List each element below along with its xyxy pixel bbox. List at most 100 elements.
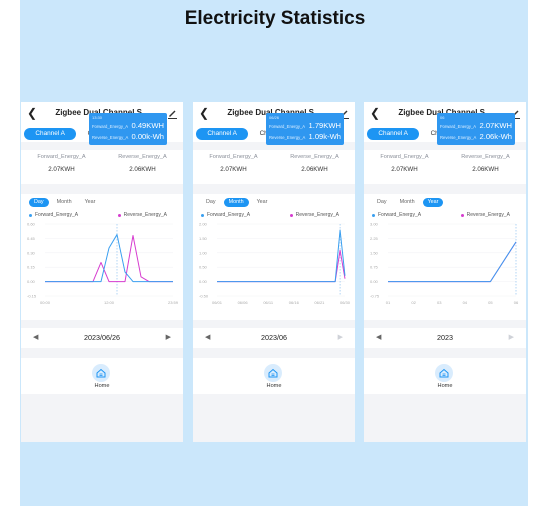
next-period-icon[interactable]: ▶ bbox=[165, 334, 171, 341]
home-label: Home bbox=[437, 383, 453, 389]
y-tick-label: 0.75 bbox=[370, 265, 379, 270]
forward-energy-line bbox=[45, 234, 173, 283]
x-tick-label: 03 bbox=[437, 300, 442, 305]
x-tick-label: 06/16 bbox=[289, 300, 300, 305]
tooltip-forward-label: Forward_Energy_A bbox=[269, 124, 306, 129]
chart-card: Day Month Year Forward_Energy_A Reverse_… bbox=[193, 113, 355, 320]
legend-reverse: Reverse_Energy_A bbox=[460, 212, 510, 218]
reverse-energy-value: 2.06KWH bbox=[472, 166, 499, 173]
legend-forward-label: Forward_Energy_A bbox=[35, 212, 79, 218]
reverse-energy-line bbox=[45, 235, 173, 283]
tab-channel-a[interactable]: Channel A bbox=[367, 128, 420, 140]
back-arrow-icon[interactable]: ❮ bbox=[199, 106, 210, 120]
period-tab-day[interactable]: Day bbox=[29, 198, 49, 207]
edit-pencil-icon[interactable] bbox=[166, 106, 178, 120]
period-tab-year[interactable]: Year bbox=[422, 198, 444, 207]
x-tick-label: 06 bbox=[514, 300, 519, 305]
y-tick-label: -0.15 bbox=[27, 294, 37, 299]
reverse-energy-line bbox=[217, 249, 346, 283]
prev-period-icon[interactable]: ◀ bbox=[205, 334, 211, 341]
tooltip-forward-value: 0.49KWH bbox=[131, 121, 165, 130]
legend-reverse: Reverse_Energy_A bbox=[117, 212, 167, 218]
date-navigator: ◀ 2023/06 ▶ bbox=[193, 328, 355, 348]
current-date: 2023/06 bbox=[261, 333, 287, 342]
legend-reverse-label: Reverse_Energy_A bbox=[123, 212, 167, 218]
period-tab-day[interactable]: Day bbox=[377, 199, 387, 205]
home-label: Home bbox=[266, 383, 282, 389]
x-tick-label: 06/11 bbox=[263, 300, 273, 305]
next-period-icon[interactable]: ▶ bbox=[508, 334, 514, 341]
reverse-energy-label: Reverse_Energy_A bbox=[461, 154, 510, 160]
back-arrow-icon[interactable]: ❮ bbox=[370, 106, 381, 120]
legend-reverse-label: Reverse_Energy_A bbox=[295, 212, 339, 218]
chart-card: Day Month Year Forward_Energy_A Reverse_… bbox=[364, 113, 526, 320]
phone-screen: ❮ Zigbee Dual Channel S... Channel A Cha… bbox=[21, 102, 183, 442]
tooltip-forward-label: Forward_Energy_A bbox=[92, 124, 129, 129]
device-title: Zigbee Dual Channel S... bbox=[55, 108, 148, 117]
home-icon[interactable] bbox=[435, 364, 453, 382]
y-tick-label: 1.50 bbox=[199, 236, 208, 241]
legend-reverse-label: Reverse_Energy_A bbox=[466, 212, 510, 218]
forward-energy-value: 2.07KWH bbox=[220, 166, 247, 173]
period-tab-month[interactable]: Month bbox=[399, 199, 415, 205]
tooltip-reverse-value: 0.00k-Wh bbox=[131, 132, 165, 141]
device-title: Zigbee Dual Channel S... bbox=[227, 108, 320, 117]
legend-reverse-dot bbox=[289, 213, 293, 217]
prev-period-icon[interactable]: ◀ bbox=[33, 334, 39, 341]
legend-reverse-dot bbox=[460, 213, 464, 217]
chart-tooltip: 06/26 Forward_Energy_A 1.79KWH Reverse_E… bbox=[266, 113, 344, 145]
x-tick-label: 06/01 bbox=[212, 300, 223, 305]
period-tab-month[interactable]: Month bbox=[223, 198, 249, 207]
home-icon[interactable] bbox=[92, 364, 110, 382]
tooltip-time: 13:30 bbox=[92, 115, 103, 120]
prev-period-icon[interactable]: ◀ bbox=[376, 334, 382, 341]
tooltip-forward-value: 1.79KWH bbox=[308, 121, 342, 130]
legend-forward-label: Forward_Energy_A bbox=[207, 212, 251, 218]
forward-energy-label: Forward_Energy_A bbox=[380, 154, 429, 160]
date-navigator: ◀ 2023 ▶ bbox=[364, 328, 526, 348]
phone-screen: ❮ Zigbee Dual Channel S... Channel A Cha… bbox=[193, 102, 355, 442]
tooltip-time: 06 bbox=[440, 115, 445, 120]
x-tick-label: 06/30 bbox=[340, 300, 351, 305]
bottom-nav: Home bbox=[364, 358, 526, 394]
forward-energy-label: Forward_Energy_A bbox=[209, 154, 258, 160]
phone-screen: ❮ Zigbee Dual Channel S... Channel A Cha… bbox=[364, 102, 526, 442]
page-title: Electricity Statistics bbox=[184, 8, 366, 29]
forward-energy-label: Forward_Energy_A bbox=[37, 154, 86, 160]
tooltip-reverse-label: Reverse_Energy_A bbox=[440, 135, 477, 140]
y-tick-label: 0.00 bbox=[199, 279, 208, 284]
y-tick-label: 1.50 bbox=[370, 250, 379, 255]
forward-energy-value: 2.07KWH bbox=[391, 166, 418, 173]
energy-summary: Forward_Energy_A 2.07KWH Reverse_Energy_… bbox=[21, 150, 183, 184]
back-arrow-icon[interactable]: ❮ bbox=[27, 106, 38, 120]
legend-forward-dot bbox=[372, 213, 375, 217]
x-tick-label: 04 bbox=[463, 300, 468, 305]
period-tab-year[interactable]: Year bbox=[256, 199, 268, 205]
x-tick-label: 06/06 bbox=[238, 300, 249, 305]
chart-tooltip: 13:30 Forward_Energy_A 0.49KWH Reverse_E… bbox=[89, 113, 167, 145]
date-navigator: ◀ 2023/06/26 ▶ bbox=[21, 328, 183, 348]
x-tick-label: 05 bbox=[488, 300, 493, 305]
legend-forward-label: Forward_Energy_A bbox=[378, 212, 422, 218]
tab-channel-a[interactable]: Channel A bbox=[196, 128, 249, 140]
period-tabs: Day Month Year bbox=[201, 198, 272, 207]
y-tick-label: 2.00 bbox=[199, 222, 208, 227]
period-tab-day[interactable]: Day bbox=[206, 199, 216, 205]
y-tick-label: 0.00 bbox=[370, 279, 379, 284]
legend-forward: Forward_Energy_A bbox=[29, 212, 78, 218]
home-icon[interactable] bbox=[264, 364, 282, 382]
tab-channel-a[interactable]: Channel A bbox=[24, 128, 77, 140]
y-tick-label: 0.60 bbox=[27, 222, 36, 227]
period-tab-month[interactable]: Month bbox=[56, 199, 72, 205]
next-period-icon[interactable]: ▶ bbox=[337, 334, 343, 341]
legend-forward-dot bbox=[29, 213, 32, 217]
reverse-energy-label: Reverse_Energy_A bbox=[290, 154, 339, 160]
energy-chart[interactable]: 3.00 2.25 1.50 0.75 0.00 -0.75 01 02 03 04 05 06 bbox=[364, 220, 526, 320]
reverse-energy-line bbox=[388, 241, 517, 283]
period-tab-year[interactable]: Year bbox=[84, 199, 96, 205]
home-label: Home bbox=[94, 383, 110, 389]
x-tick-label: 02 bbox=[411, 300, 416, 305]
y-tick-label: 0.00 bbox=[27, 279, 36, 284]
